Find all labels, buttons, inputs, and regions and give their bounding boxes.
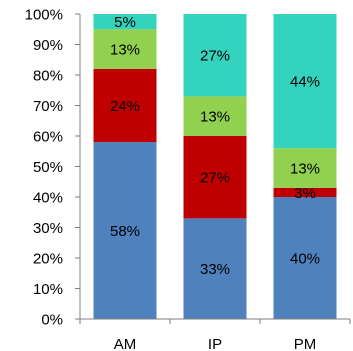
data-label-ip-4: 27% <box>200 48 230 65</box>
y-tick-label: 100% <box>25 7 63 24</box>
data-label-am-1: 58% <box>110 223 140 240</box>
y-tick-label: 0% <box>41 312 63 329</box>
bar-segment-pm-1 <box>273 197 337 319</box>
y-tick-label: 60% <box>33 129 63 146</box>
x-tick-label-ip: IP <box>208 336 222 351</box>
x-tick-label-am: AM <box>114 336 137 351</box>
bar-segment-pm-3 <box>273 148 337 188</box>
y-tick-label: 90% <box>33 37 63 54</box>
y-tick-label: 70% <box>33 98 63 115</box>
data-label-ip-2: 27% <box>200 170 230 187</box>
y-tick-label: 50% <box>33 159 63 176</box>
bar-segment-ip-3 <box>183 96 247 136</box>
data-label-pm-4: 44% <box>290 74 320 91</box>
bar-segment-ip-2 <box>183 136 247 219</box>
data-label-pm-2: 3% <box>294 185 316 202</box>
bar-segment-ip-4 <box>183 14 247 97</box>
data-label-ip-1: 33% <box>200 261 230 278</box>
data-label-pm-3: 13% <box>290 161 320 178</box>
y-tick-label: 10% <box>33 281 63 298</box>
bar-segment-pm-4 <box>273 14 337 149</box>
data-label-am-3: 13% <box>110 42 140 59</box>
bar-segment-am-1 <box>93 142 157 319</box>
plot-labels: 58% 24% 13% 5% 33% 27% 13% 27% 40% 3% 13% 44% <box>110 14 320 278</box>
plot-axes: 0% 10% 20% 30% 40% 50% 60% 70% 80% 90% 100% AM IP PM <box>25 7 351 351</box>
y-tick-label: 30% <box>33 220 63 237</box>
y-tick-label: 40% <box>33 190 63 207</box>
data-label-pm-1: 40% <box>290 251 320 268</box>
data-label-am-4: 5% <box>114 14 136 31</box>
bar-segment-pm-2 <box>273 187 337 197</box>
data-label-ip-3: 13% <box>200 109 230 126</box>
bar-segment-am-3 <box>93 29 157 69</box>
y-tick-label: 20% <box>33 251 63 268</box>
x-tick-label-pm: PM <box>294 336 317 351</box>
y-tick-label: 80% <box>33 68 63 85</box>
data-label-am-2: 24% <box>110 98 140 115</box>
bar-segment-ip-1 <box>183 218 247 319</box>
plot-bars <box>93 14 337 319</box>
bar-segment-am-4 <box>93 14 157 30</box>
bar-segment-am-2 <box>93 68 157 143</box>
